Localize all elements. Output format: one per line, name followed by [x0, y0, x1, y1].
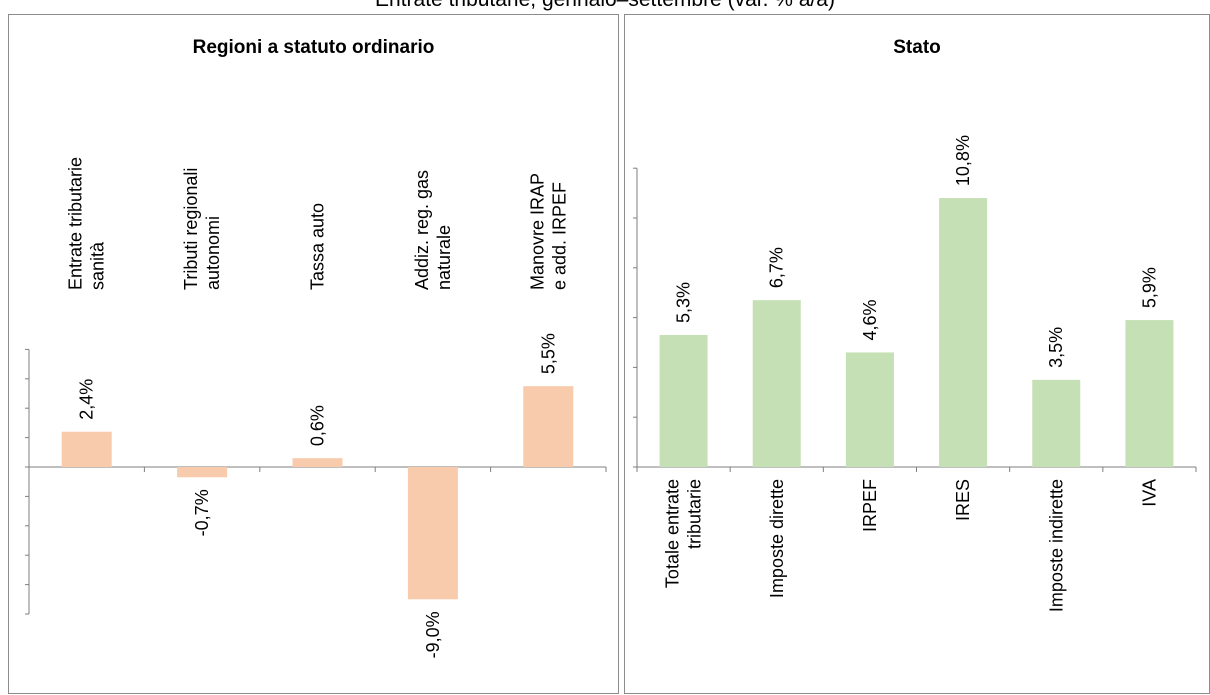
regioni-category-label-line: autonomi — [203, 216, 223, 290]
regioni-category-label-line: Entrate tributarie — [66, 157, 86, 290]
page-title: Entrate tributarie, gennaio–settembre (v… — [0, 0, 1210, 11]
stato-bar-chart: 5,3% Totale entrate tributarie 6,7% Imposte … — [633, 135, 1197, 612]
stato-category-label-line: IRES — [953, 479, 973, 521]
stato-category-label-line: Imposte dirette — [767, 479, 787, 598]
regioni-category-label-line: e add. IRPEF — [549, 182, 569, 290]
regioni-bar — [61, 431, 112, 467]
regioni-category-label-line: Manovre IRAP — [527, 173, 547, 290]
stato-category-label: IRPEF — [860, 479, 880, 532]
stato-bar — [1032, 379, 1081, 467]
stato-category-label: Totale entrate tributarie — [663, 479, 705, 588]
stato-bar — [659, 335, 708, 467]
regioni-data-label: 0,6% — [308, 405, 328, 446]
regioni-category-label-line: Tassa auto — [308, 203, 328, 290]
stato-data-label: 5,3% — [674, 282, 694, 323]
stato-chart-panel: Stato 5,3% Totale entrate tributarie 6,7% Im… — [624, 14, 1210, 694]
regioni-bar — [407, 467, 458, 600]
regioni-category-label: Manovre IRAP e add. IRPEF — [527, 173, 569, 290]
stato-bar — [752, 300, 801, 467]
stato-data-label: 4,6% — [860, 299, 880, 340]
stato-data-label: 10,8% — [953, 135, 973, 186]
regioni-category-label-line: naturale — [434, 225, 454, 290]
stato-chart-title: Stato — [893, 37, 941, 58]
stato-category-label: IRES — [953, 479, 973, 521]
regioni-bar — [292, 458, 343, 467]
regioni-bar-chart: 2,4% Entrate tributarie sanità -0,7% Tributi… — [25, 157, 607, 658]
stato-category-label: Imposte indirette — [1046, 479, 1066, 612]
regioni-data-label: -9,0% — [423, 611, 443, 658]
stato-category-label-line: tributarie — [685, 479, 705, 549]
regioni-bar — [523, 386, 574, 467]
regioni-category-label-line: Addiz. reg. gas — [412, 170, 432, 290]
regioni-data-label: 2,4% — [77, 379, 97, 420]
regioni-chart-panel: Regioni a statuto ordinario 2,4% Entrate … — [8, 14, 619, 694]
regioni-category-label-line: Tributi regionali — [181, 168, 201, 290]
regioni-chart-title: Regioni a statuto ordinario — [192, 37, 435, 58]
regioni-category-label: Addiz. reg. gas naturale — [412, 170, 454, 290]
regioni-data-label: -0,7% — [192, 489, 212, 536]
stato-category-label-line: IRPEF — [860, 479, 880, 532]
stato-category-label-line: IVA — [1139, 479, 1159, 507]
regioni-bar — [177, 467, 228, 478]
stato-category-label: IVA — [1139, 479, 1159, 507]
regioni-category-label-line: sanità — [88, 241, 108, 290]
stato-category-label-line: Totale entrate — [663, 479, 683, 588]
stato-data-label: 3,5% — [1046, 327, 1066, 368]
stato-category-label: Imposte dirette — [767, 479, 787, 598]
stato-data-label: 6,7% — [767, 247, 787, 288]
regioni-category-label: Tributi regionali autonomi — [181, 168, 223, 290]
stato-bar — [939, 198, 988, 467]
stato-bar — [845, 352, 894, 467]
regioni-data-label: 5,5% — [538, 333, 558, 374]
regioni-category-label: Entrate tributarie sanità — [66, 157, 108, 290]
stato-data-label: 5,9% — [1139, 267, 1159, 308]
regioni-category-label: Tassa auto — [308, 203, 328, 290]
stato-bar — [1125, 320, 1174, 467]
stato-category-label-line: Imposte indirette — [1046, 479, 1066, 612]
